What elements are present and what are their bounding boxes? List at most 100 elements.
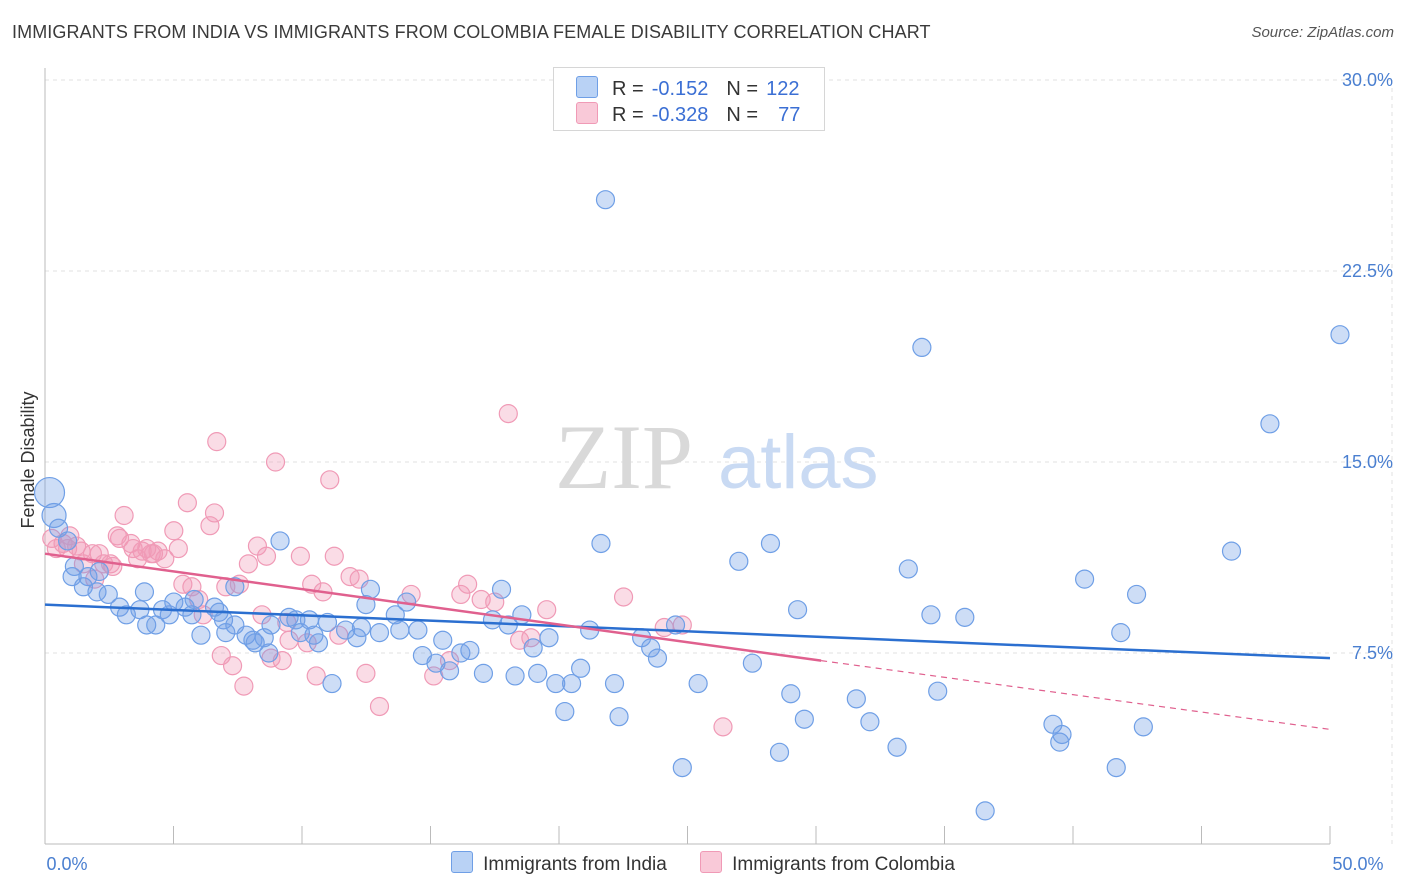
- colombia-r-label: R =: [612, 104, 644, 126]
- colombia-point: [306, 666, 326, 686]
- india-point: [561, 673, 582, 694]
- india-point: [595, 190, 616, 210]
- india-point: [460, 640, 480, 661]
- india-point: [347, 628, 367, 648]
- india-point: [98, 584, 118, 605]
- india-point: [912, 337, 932, 357]
- india-point: [1221, 541, 1242, 561]
- colombia-point: [324, 546, 344, 566]
- watermark-atlas: atlas: [718, 420, 879, 505]
- india-point: [87, 582, 107, 602]
- legend-india-swatch: [451, 851, 474, 873]
- india-point: [78, 566, 98, 587]
- legend-colombia-label: Immigrants from Colombia: [732, 854, 955, 875]
- india-point: [33, 476, 66, 509]
- india-point: [528, 663, 548, 683]
- india-point: [688, 673, 708, 694]
- colombia-point: [451, 584, 471, 605]
- colombia-swatch: [576, 102, 598, 124]
- india-point: [975, 801, 995, 821]
- colombia-point: [290, 546, 310, 566]
- y-tick-label: 15.0%: [1342, 452, 1393, 472]
- india-point: [672, 757, 692, 778]
- india-point: [322, 673, 342, 694]
- india-point: [439, 661, 460, 681]
- india-point: [729, 551, 749, 571]
- colombia-point: [234, 676, 254, 696]
- india-point: [955, 607, 975, 627]
- colombia-point: [200, 516, 220, 536]
- legend-item-india[interactable]: Immigrants from India: [451, 851, 667, 876]
- colombia-point: [713, 717, 733, 737]
- colombia-r-value: -0.328: [651, 104, 709, 126]
- watermark-zip: ZIP: [555, 406, 693, 508]
- india-point: [505, 666, 525, 686]
- colombia-point: [164, 521, 184, 541]
- india-point: [259, 643, 279, 663]
- colombia-point: [613, 587, 634, 607]
- india-swatch: [576, 76, 598, 98]
- india-point: [523, 638, 543, 658]
- india-point: [270, 531, 290, 551]
- india-point: [571, 658, 591, 678]
- india-point: [1126, 584, 1147, 605]
- colombia-point: [672, 615, 692, 635]
- colombia-point: [148, 541, 168, 561]
- chart-title: IMMIGRANTS FROM INDIA VS IMMIGRANTS FROM…: [12, 22, 931, 42]
- colombia-trend-line: [44, 552, 822, 662]
- india-point: [317, 612, 338, 633]
- colombia-point: [114, 505, 134, 526]
- tick-labels: 7.5% 15.0% 22.5% 30.0% 0.0% 50.0%: [46, 70, 1393, 874]
- india-point: [191, 625, 211, 645]
- india-point: [390, 620, 410, 640]
- series-legend: Immigrants from India Immigrants from Co…: [0, 851, 1406, 876]
- colombia-trend-extension: [821, 660, 1331, 730]
- colombia-point: [238, 554, 258, 574]
- colombia-point: [256, 546, 277, 566]
- india-point: [641, 638, 661, 658]
- india-point: [89, 561, 109, 582]
- legend-india-label: Immigrants from India: [483, 854, 667, 875]
- india-point: [433, 630, 453, 650]
- india-point: [769, 742, 790, 762]
- india-trend-line: [44, 603, 1331, 660]
- colombia-point: [222, 656, 243, 676]
- colombia-point: [155, 549, 175, 569]
- india-point: [356, 595, 376, 615]
- y-tick-label: 22.5%: [1342, 261, 1393, 281]
- india-point: [491, 579, 512, 599]
- india-point: [760, 533, 781, 554]
- colombia-point: [369, 696, 390, 717]
- india-point: [1260, 414, 1280, 434]
- colombia-point: [458, 574, 478, 594]
- india-point: [245, 633, 265, 653]
- colombia-point: [168, 538, 188, 559]
- y-tick-label: 30.0%: [1342, 70, 1393, 90]
- chart-source: Source: ZipAtlas.com: [1251, 24, 1394, 41]
- india-point: [846, 689, 866, 709]
- india-point: [1111, 623, 1131, 643]
- legend-item-colombia[interactable]: Immigrants from Colombia: [700, 851, 955, 876]
- india-point: [335, 620, 356, 640]
- watermark: ZIP atlas: [555, 406, 879, 508]
- india-point: [539, 628, 559, 648]
- india-point: [408, 620, 428, 640]
- india-point: [1106, 757, 1126, 778]
- colombia-point: [320, 470, 340, 490]
- india-point: [787, 600, 808, 620]
- india-point: [308, 633, 329, 653]
- india-point: [261, 615, 281, 635]
- india-point: [1050, 732, 1070, 752]
- india-point: [609, 707, 629, 727]
- axes: [44, 68, 1331, 845]
- trend-lines: [44, 552, 1331, 730]
- y-axis-label: Female Disability: [18, 391, 38, 528]
- colombia-point: [356, 663, 376, 683]
- india-point: [591, 533, 611, 554]
- colombia-point: [207, 432, 227, 452]
- india-point: [369, 623, 390, 643]
- india-point: [1330, 325, 1350, 345]
- colombia-point: [537, 600, 557, 620]
- colombia-point: [297, 633, 317, 653]
- india-point: [860, 712, 880, 732]
